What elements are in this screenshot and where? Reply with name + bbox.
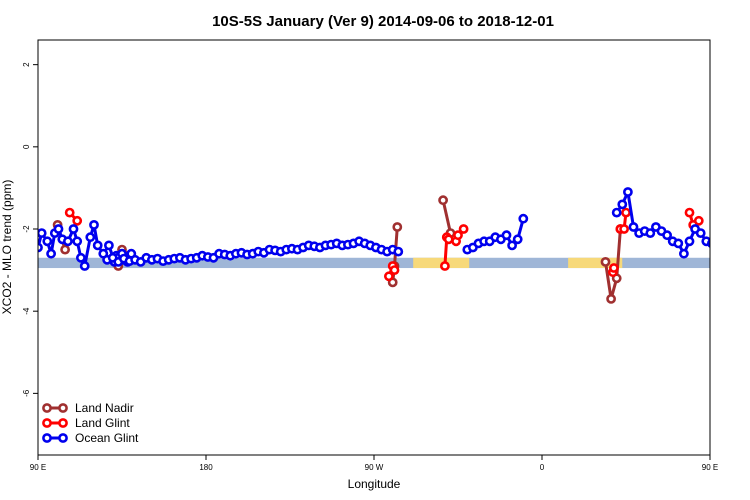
legend-item: Ocean Glint [42, 431, 139, 445]
data-point [439, 261, 450, 271]
series-ocean-glint [38, 187, 749, 271]
data-point [645, 228, 656, 238]
data-point [611, 207, 622, 218]
data-point [693, 215, 704, 226]
y-tick-label: 2 [22, 62, 31, 67]
data-point [518, 213, 529, 224]
legend-item: Land Glint [42, 416, 130, 430]
legend-swatch-marker [42, 433, 52, 443]
data-point [512, 234, 523, 245]
legend-swatch-marker [42, 418, 52, 428]
data-point [60, 244, 70, 255]
data-point [46, 248, 56, 259]
data-point [662, 230, 672, 241]
data-point [68, 224, 79, 234]
legend-swatch-marker [58, 418, 68, 428]
data-point [38, 228, 47, 238]
y-axis-title: XCO2 - MLO trend (ppm) [0, 180, 14, 315]
data-point [617, 199, 628, 210]
data-point [392, 222, 403, 232]
x-tick-label: 90 W [365, 463, 384, 472]
y-tick-label: -6 [22, 389, 31, 397]
x-tick-label: 0 [540, 463, 545, 472]
data-point [600, 256, 611, 267]
data-point [628, 222, 639, 232]
data-point [606, 293, 616, 304]
data-point [383, 271, 394, 282]
x-axis-title: Longitude [348, 477, 401, 491]
data-point [720, 238, 727, 245]
series-land-glint [64, 207, 704, 282]
data-point [742, 240, 749, 247]
data-point [64, 207, 75, 218]
data-point [684, 236, 695, 247]
data-point [42, 236, 53, 247]
band-ocean [38, 257, 710, 269]
data-point [53, 224, 64, 234]
data-point [619, 224, 629, 234]
data-point [438, 195, 448, 206]
y-axis: -6 -4 -2 0 2 [22, 62, 38, 397]
data-point [92, 240, 103, 251]
data-point [714, 234, 721, 241]
y-tick-label: 0 [22, 144, 31, 149]
data-point [501, 230, 512, 241]
data-point [695, 228, 706, 238]
data-point [79, 261, 90, 271]
y-tick-label: -4 [22, 307, 31, 315]
data-point [104, 240, 114, 251]
x-tick-label: 180 [199, 463, 213, 472]
data-point [621, 207, 631, 218]
x-tick-label: 90 E [702, 463, 718, 472]
legend-swatch-marker [58, 403, 68, 413]
data-point [393, 246, 404, 257]
chart-title: 10S-5S January (Ver 9) 2014-09-06 to 201… [212, 13, 554, 30]
data-point [673, 238, 684, 249]
data-point [707, 238, 710, 248]
data-point [731, 230, 738, 237]
data-point [679, 248, 689, 259]
x-axis: 90 E 180 90 W 0 90 E [30, 455, 718, 472]
data-point [389, 265, 400, 275]
series-line [604, 228, 622, 301]
data-point [453, 230, 463, 241]
legend-item: Land Nadir [42, 401, 134, 415]
data-point [443, 234, 454, 245]
band-land [568, 257, 623, 269]
data-point [609, 263, 619, 273]
legend-label: Land Nadir [75, 401, 134, 415]
data-point [72, 236, 83, 247]
data-point [89, 219, 99, 230]
data-point [725, 225, 732, 232]
legend-label: Land Glint [75, 416, 130, 430]
data-point [684, 207, 695, 218]
data-point [63, 236, 73, 247]
legend-swatch-marker [58, 433, 68, 443]
data-layer [38, 187, 749, 304]
data-point [736, 238, 743, 245]
legend-label: Ocean Glint [75, 431, 139, 445]
data-point [72, 215, 83, 226]
x-tick-label: 90 E [30, 463, 46, 472]
data-point [458, 224, 469, 234]
data-point [76, 252, 86, 263]
data-point [623, 187, 633, 197]
data-point [507, 240, 517, 251]
y-tick-label: -2 [22, 225, 31, 233]
series-line [441, 199, 452, 234]
legend-swatch-marker [42, 403, 52, 413]
data-point [85, 232, 96, 243]
